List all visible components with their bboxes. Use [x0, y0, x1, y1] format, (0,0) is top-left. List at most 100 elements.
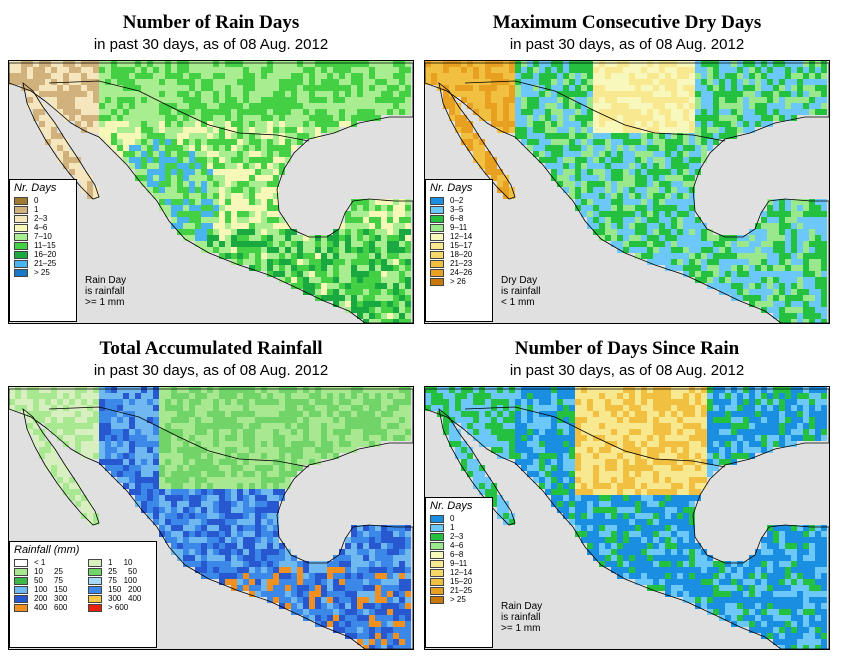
- note-line: >= 1 mm: [85, 297, 125, 308]
- legend-label: 15–17: [450, 241, 473, 250]
- legend-swatch: [88, 576, 102, 585]
- legend-items: < 1 1 10 10 25 25 50 50 75 75 100 100 150 150 2…: [10, 558, 156, 612]
- panel-subtitle: in past 30 days, as of 08 Aug. 2012: [509, 36, 745, 53]
- panel-subtitle: in past 30 days, as of 08 Aug. 2012: [93, 36, 329, 53]
- land-cells: [9, 387, 411, 649]
- legend-label: 3–5: [450, 205, 464, 214]
- legend-item: 1 10: [88, 558, 156, 567]
- note-line: is rainfall: [501, 612, 541, 623]
- panel-subtitle: in past 30 days, as of 08 Aug. 2012: [509, 362, 745, 379]
- coastline: [9, 388, 413, 649]
- land-cells: [9, 61, 411, 323]
- legend-label: 7–10: [34, 232, 52, 241]
- legend-item: 21–25: [14, 259, 76, 268]
- legend-item: 18–20: [430, 250, 492, 259]
- legend-label: > 26: [450, 277, 466, 286]
- legend-swatch: [14, 594, 28, 603]
- note-line: is rainfall: [85, 286, 125, 297]
- legend-item: 12–14: [430, 568, 492, 577]
- legend-label: 15–20: [450, 577, 473, 586]
- baja-coastline: [22, 82, 100, 200]
- panel-title: Number of Rain Days: [122, 12, 300, 33]
- legend-swatch: [430, 550, 444, 559]
- map-canvas: [9, 387, 413, 649]
- legend-label: 50 75: [34, 576, 63, 585]
- legend-item: < 1: [14, 558, 82, 567]
- coastline: [425, 62, 829, 323]
- legend-item: 300 400: [88, 594, 156, 603]
- legend-swatch: [14, 567, 28, 576]
- legend-label: 24–26: [450, 268, 473, 277]
- note-line: < 1 mm: [501, 297, 535, 308]
- legend-item: 400 600: [14, 603, 82, 612]
- legend-item: > 600: [88, 603, 156, 612]
- legend-label: 300 400: [108, 594, 142, 603]
- legend-item: 24–26: [430, 268, 492, 277]
- legend-label: 1: [450, 523, 455, 532]
- map-rain-days: Nr. Days 0 1 2–3 4–6 7–10 11–15 16–20 21–25 > 25…: [8, 60, 414, 324]
- legend-item: 15–17: [430, 241, 492, 250]
- legend-swatch: [14, 259, 28, 268]
- legend-swatch: [430, 586, 444, 595]
- map-note: Rain Day is rainfall >= 1 mm: [85, 275, 126, 308]
- legend-item: 16–20: [14, 250, 76, 259]
- baja-coastline: [22, 408, 100, 526]
- legend-label: 10 25: [34, 567, 63, 576]
- legend-item: 0–2: [430, 196, 492, 205]
- legend-label: > 600: [108, 603, 129, 612]
- legend-swatch: [14, 250, 28, 259]
- legend-item: 1: [14, 205, 76, 214]
- legend-label: 21–25: [34, 259, 57, 268]
- legend-swatch: [430, 232, 444, 241]
- legend-item: 12–14: [430, 232, 492, 241]
- legend-item: 0: [14, 196, 76, 205]
- note-line: Rain Day: [85, 275, 127, 286]
- legend-label: 75 100: [108, 576, 137, 585]
- legend-swatch: [430, 523, 444, 532]
- legend: Nr. Days 0 1 2–3 4–6 6–8 9–11 12–14 15–20 21–25 >…: [425, 497, 493, 648]
- legend-item: 2–3: [14, 214, 76, 223]
- panel-days-since-rain: Number of Days Since Rain in past 30 day…: [424, 338, 830, 658]
- legend-swatch: [14, 232, 28, 241]
- legend-item: 21–25: [430, 586, 492, 595]
- note-line: is rainfall: [501, 286, 541, 297]
- legend-swatch: [430, 250, 444, 259]
- legend-item: 6–8: [430, 550, 492, 559]
- legend-swatch: [14, 214, 28, 223]
- legend-swatch: [14, 603, 28, 612]
- legend-item: 200 300: [14, 594, 82, 603]
- legend-swatch: [88, 585, 102, 594]
- legend-swatch: [430, 214, 444, 223]
- map-max-dry-days: Nr. Days 0–2 3–5 6–8 9–11 12–14 15–17 18–20 21–…: [424, 60, 830, 324]
- legend-label: 0: [34, 196, 39, 205]
- legend-label: 6–8: [450, 550, 464, 559]
- legend-item: 2–3: [430, 532, 492, 541]
- legend-items: 0 1 2–3 4–6 6–8 9–11 12–14 15–20 21–25 > 25: [426, 514, 492, 604]
- map-note: Rain Day is rainfall >= 1 mm: [501, 601, 542, 634]
- legend-swatch: [430, 205, 444, 214]
- legend-swatch: [14, 558, 28, 567]
- us-mexico-border: [48, 406, 310, 468]
- legend-label: 12–14: [450, 232, 473, 241]
- legend-label: 150 200: [108, 585, 142, 594]
- legend-item: 10 25: [14, 567, 82, 576]
- legend-swatch: [430, 268, 444, 277]
- legend-label: 25 50: [108, 567, 137, 576]
- legend-item: 4–6: [14, 223, 76, 232]
- legend-swatch: [14, 205, 28, 214]
- legend-item: > 26: [430, 277, 492, 286]
- legend-item: > 25: [14, 268, 76, 277]
- legend-item: 1: [430, 523, 492, 532]
- legend: Nr. Days 0–2 3–5 6–8 9–11 12–14 15–17 18–20 21–…: [425, 179, 493, 322]
- us-mexico-border: [48, 80, 310, 142]
- note-line: >= 1 mm: [501, 623, 541, 634]
- legend-swatch: [14, 223, 28, 232]
- legend-swatch: [430, 541, 444, 550]
- baja-coastline: [438, 408, 516, 526]
- legend-swatch: [88, 567, 102, 576]
- legend-label: 2–3: [450, 532, 464, 541]
- legend: Nr. Days 0 1 2–3 4–6 7–10 11–15 16–20 21–25 > 25: [9, 179, 77, 322]
- legend-swatch: [14, 576, 28, 585]
- us-mexico-border: [464, 80, 726, 142]
- baja-coastline: [438, 82, 516, 200]
